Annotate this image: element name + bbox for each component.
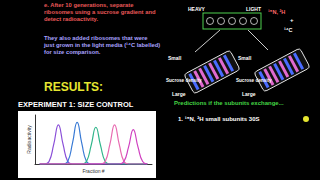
svg-text:Sucrose density: Sucrose density bbox=[236, 78, 272, 83]
svg-text:Predictions if the subunits ex: Predictions if the subunits exchange... bbox=[174, 100, 284, 106]
svg-text:Large: Large bbox=[172, 91, 186, 97]
svg-text:Small: Small bbox=[168, 55, 182, 61]
svg-text:+: + bbox=[290, 17, 294, 23]
svg-text:LIGHT: LIGHT bbox=[246, 6, 261, 12]
svg-text:¹⁴C: ¹⁴C bbox=[284, 27, 293, 33]
svg-text:Radioactivity: Radioactivity bbox=[26, 125, 32, 154]
svg-text:detect radioactivity.: detect radioactivity. bbox=[44, 16, 98, 22]
svg-text:just grown in the light media: just grown in the light media (¹⁴C label… bbox=[43, 42, 160, 48]
svg-text:EXPERIMENT 1: SIZE CONTROL: EXPERIMENT 1: SIZE CONTROL bbox=[18, 100, 134, 109]
svg-text:ribosomes using a sucrose grad: ribosomes using a sucrose gradient and bbox=[44, 9, 156, 15]
svg-text:1. ¹⁵N, ²H small subunits 30S: 1. ¹⁵N, ²H small subunits 30S bbox=[178, 116, 260, 122]
svg-text:¹⁵N, ²H: ¹⁵N, ²H bbox=[268, 9, 285, 15]
svg-text:RESULTS:: RESULTS: bbox=[44, 80, 103, 94]
svg-text:for size comparison.: for size comparison. bbox=[44, 49, 101, 55]
svg-text:Small: Small bbox=[238, 55, 252, 61]
svg-text:Large: Large bbox=[242, 91, 256, 97]
svg-text:HEAVY: HEAVY bbox=[188, 6, 206, 12]
svg-text:e. After 10 generations, separ: e. After 10 generations, separate bbox=[44, 2, 134, 8]
svg-text:Sucrose density: Sucrose density bbox=[166, 78, 202, 83]
svg-text:Fraction #: Fraction # bbox=[82, 168, 104, 174]
svg-text:They also added ribosomes that: They also added ribosomes that were bbox=[44, 35, 148, 41]
